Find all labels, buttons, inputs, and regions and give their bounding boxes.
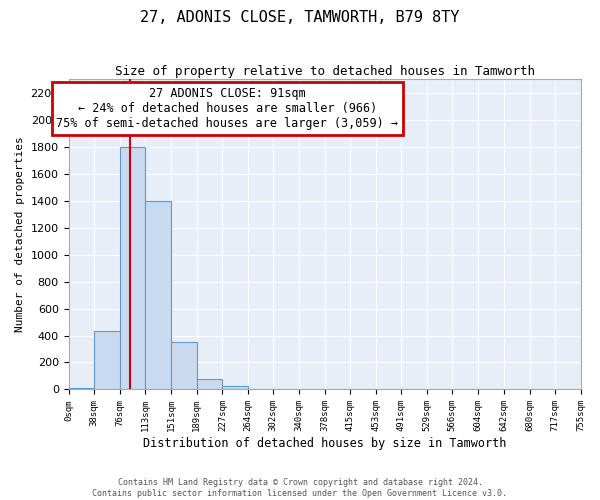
Text: 27 ADONIS CLOSE: 91sqm
← 24% of detached houses are smaller (966)
75% of semi-de: 27 ADONIS CLOSE: 91sqm ← 24% of detached… [56,87,398,130]
Bar [120,146,145,390]
Bar [94,332,120,390]
Text: 27, ADONIS CLOSE, TAMWORTH, B79 8TY: 27, ADONIS CLOSE, TAMWORTH, B79 8TY [140,10,460,25]
Bar [145,200,171,390]
X-axis label: Distribution of detached houses by size in Tamworth: Distribution of detached houses by size … [143,437,506,450]
Bar [248,389,274,390]
Bar [223,386,248,390]
Bar [68,388,94,390]
Bar [197,380,223,390]
Title: Size of property relative to detached houses in Tamworth: Size of property relative to detached ho… [115,65,535,78]
Y-axis label: Number of detached properties: Number of detached properties [15,136,25,332]
Text: Contains HM Land Registry data © Crown copyright and database right 2024.
Contai: Contains HM Land Registry data © Crown c… [92,478,508,498]
Bar [171,342,197,390]
